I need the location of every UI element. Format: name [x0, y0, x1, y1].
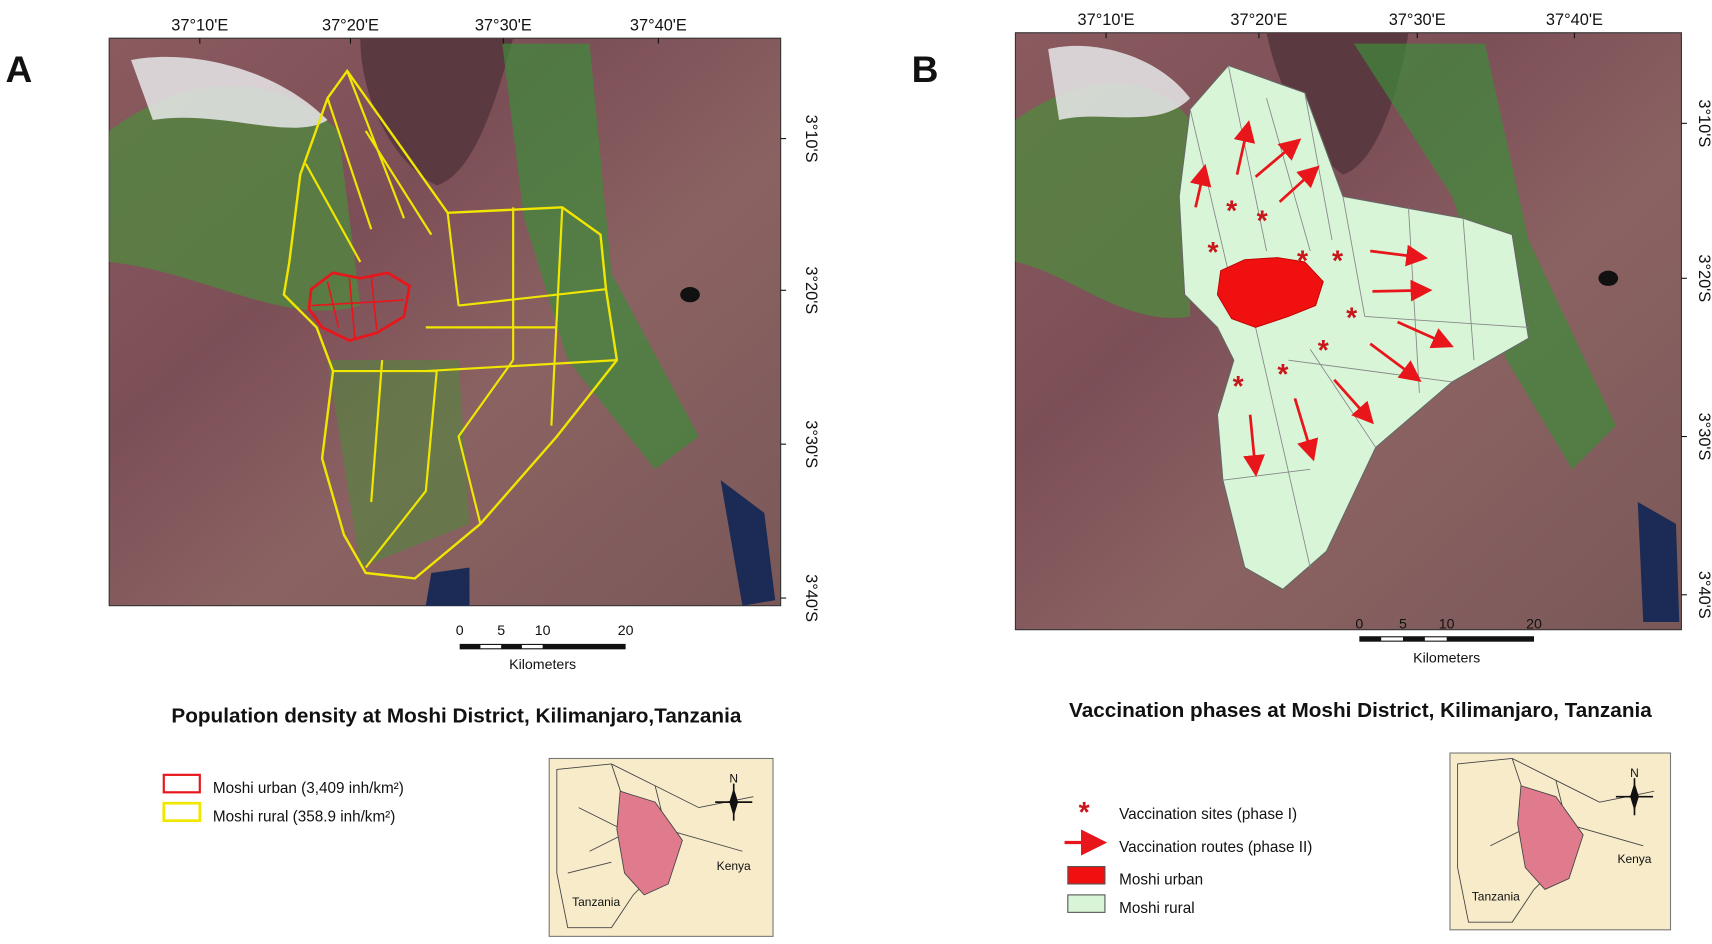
svg-text:*: * — [1297, 246, 1309, 278]
svg-text:*: * — [1332, 246, 1344, 278]
inset-label: Kenya — [717, 859, 751, 873]
routes — [1190, 120, 1454, 477]
legend-swatch — [162, 773, 201, 794]
lat-label: 3°10'S — [802, 115, 820, 163]
panel-letter: A — [5, 48, 32, 90]
lat-label: 3°40'S — [1695, 571, 1712, 619]
legend-label: Vaccination routes (phase II) — [1119, 839, 1312, 856]
sites: * ** * ** *** — [1208, 195, 1359, 403]
lon-label: 37°10'E — [171, 17, 228, 35]
lat-label: 3°40'S — [802, 574, 820, 622]
lon-label: 37°40'E — [1546, 11, 1603, 29]
svg-text:*: * — [1233, 371, 1245, 403]
scale-label: 10 — [1439, 617, 1455, 633]
scale-unit: Kilometers — [509, 657, 576, 673]
inset-b — [1449, 752, 1672, 931]
svg-text:*: * — [1208, 237, 1220, 269]
inset-label: Tanzania — [572, 895, 620, 909]
legend-label: Vaccination sites (phase I) — [1119, 806, 1297, 823]
legend-swatch — [1067, 894, 1106, 913]
legend-label: Moshi rural (358.9 inh/km²) — [213, 808, 395, 825]
lon-label: 37°20'E — [322, 17, 379, 35]
legend-label: Moshi urban — [1119, 872, 1203, 889]
lon-label: 37°40'E — [630, 17, 687, 35]
scale-label: 20 — [618, 623, 634, 639]
legend-label: Moshi rural — [1119, 900, 1195, 917]
map-b: * ** * ** *** — [1014, 32, 1682, 631]
inset-north: N — [729, 771, 738, 785]
inset-north: N — [1630, 766, 1639, 780]
lon-label: 37°30'E — [475, 17, 532, 35]
svg-text:*: * — [1257, 205, 1269, 237]
svg-text:*: * — [1226, 195, 1238, 227]
legend-swatch — [162, 801, 202, 823]
lat-label: 3°10'S — [1695, 99, 1712, 147]
legend-label: Moshi urban (3,409 inh/km²) — [213, 780, 404, 797]
lat-label: 3°30'S — [1695, 413, 1712, 461]
scale-label: 20 — [1526, 617, 1542, 633]
legend-swatch — [1067, 865, 1106, 885]
scale-label: 5 — [1399, 617, 1407, 633]
lon-label: 37°20'E — [1230, 11, 1287, 29]
inset-a — [548, 757, 774, 937]
legend-swatch: * — [1079, 797, 1091, 829]
lat-label: 3°20'S — [1695, 254, 1712, 302]
scale-label: 0 — [456, 623, 464, 639]
inset-label: Tanzania — [1472, 889, 1520, 903]
svg-text:*: * — [1318, 335, 1330, 367]
panel-letter: B — [912, 48, 939, 90]
panel-title: Population density at Moshi District, Ki… — [171, 704, 741, 727]
scale-bars — [459, 636, 1535, 650]
svg-text:*: * — [1346, 302, 1358, 334]
map-a — [108, 37, 782, 607]
lat-label: 3°20'S — [802, 266, 820, 314]
svg-text:*: * — [1277, 359, 1289, 391]
scale-label: 5 — [497, 623, 505, 639]
scale-label: 10 — [535, 623, 551, 639]
scale-label: 0 — [1355, 617, 1363, 633]
lat-label: 3°30'S — [802, 420, 820, 468]
lon-label: 37°30'E — [1389, 11, 1446, 29]
scale-unit: Kilometers — [1413, 650, 1480, 666]
lon-label: 37°10'E — [1078, 11, 1135, 29]
inset-label: Kenya — [1617, 852, 1651, 866]
panel-title: Vaccination phases at Moshi District, Ki… — [1069, 699, 1652, 722]
